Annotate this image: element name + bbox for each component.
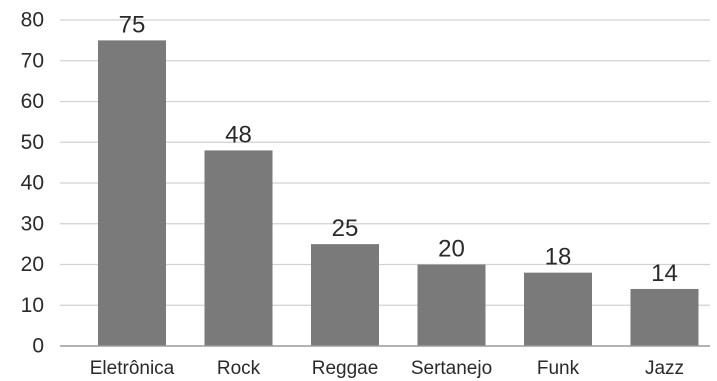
y-axis-tick-labels: 0 10 20 30 40 50 60 70 80 [21, 9, 44, 358]
x-tick-label: Funk [537, 358, 580, 379]
bar [524, 272, 592, 346]
bar [311, 244, 379, 346]
x-tick-label: Sertanejo [411, 358, 492, 379]
bars [98, 40, 699, 346]
data-labels: 75 48 25 20 18 14 [119, 11, 678, 287]
data-label: 75 [119, 11, 146, 38]
bar [630, 288, 699, 346]
bar [98, 40, 166, 346]
data-label: 14 [651, 260, 678, 287]
x-tick-label: Reggae [312, 358, 379, 379]
gridlines [60, 19, 710, 306]
y-tick-label: 60 [21, 90, 44, 113]
y-tick-label: 50 [21, 131, 44, 154]
x-tick-label: Jazz [645, 358, 684, 379]
data-label: 20 [438, 236, 465, 263]
y-tick-label: 40 [21, 172, 44, 195]
y-tick-label: 80 [21, 9, 44, 32]
y-tick-label: 70 [21, 49, 44, 72]
y-tick-label: 10 [21, 294, 44, 317]
x-tick-label: Rock [217, 358, 261, 379]
y-tick-label: 30 [21, 212, 44, 235]
bar [417, 264, 486, 346]
x-axis-category-labels: Eletrônica Rock Reggae Sertanejo Funk Jazz [90, 358, 684, 379]
y-tick-label: 20 [21, 253, 44, 276]
data-label: 18 [545, 244, 572, 271]
data-label: 48 [225, 121, 252, 148]
x-tick-label: Eletrônica [90, 358, 175, 379]
y-tick-label: 0 [32, 335, 44, 358]
bar [204, 150, 273, 346]
data-label: 25 [332, 215, 359, 242]
